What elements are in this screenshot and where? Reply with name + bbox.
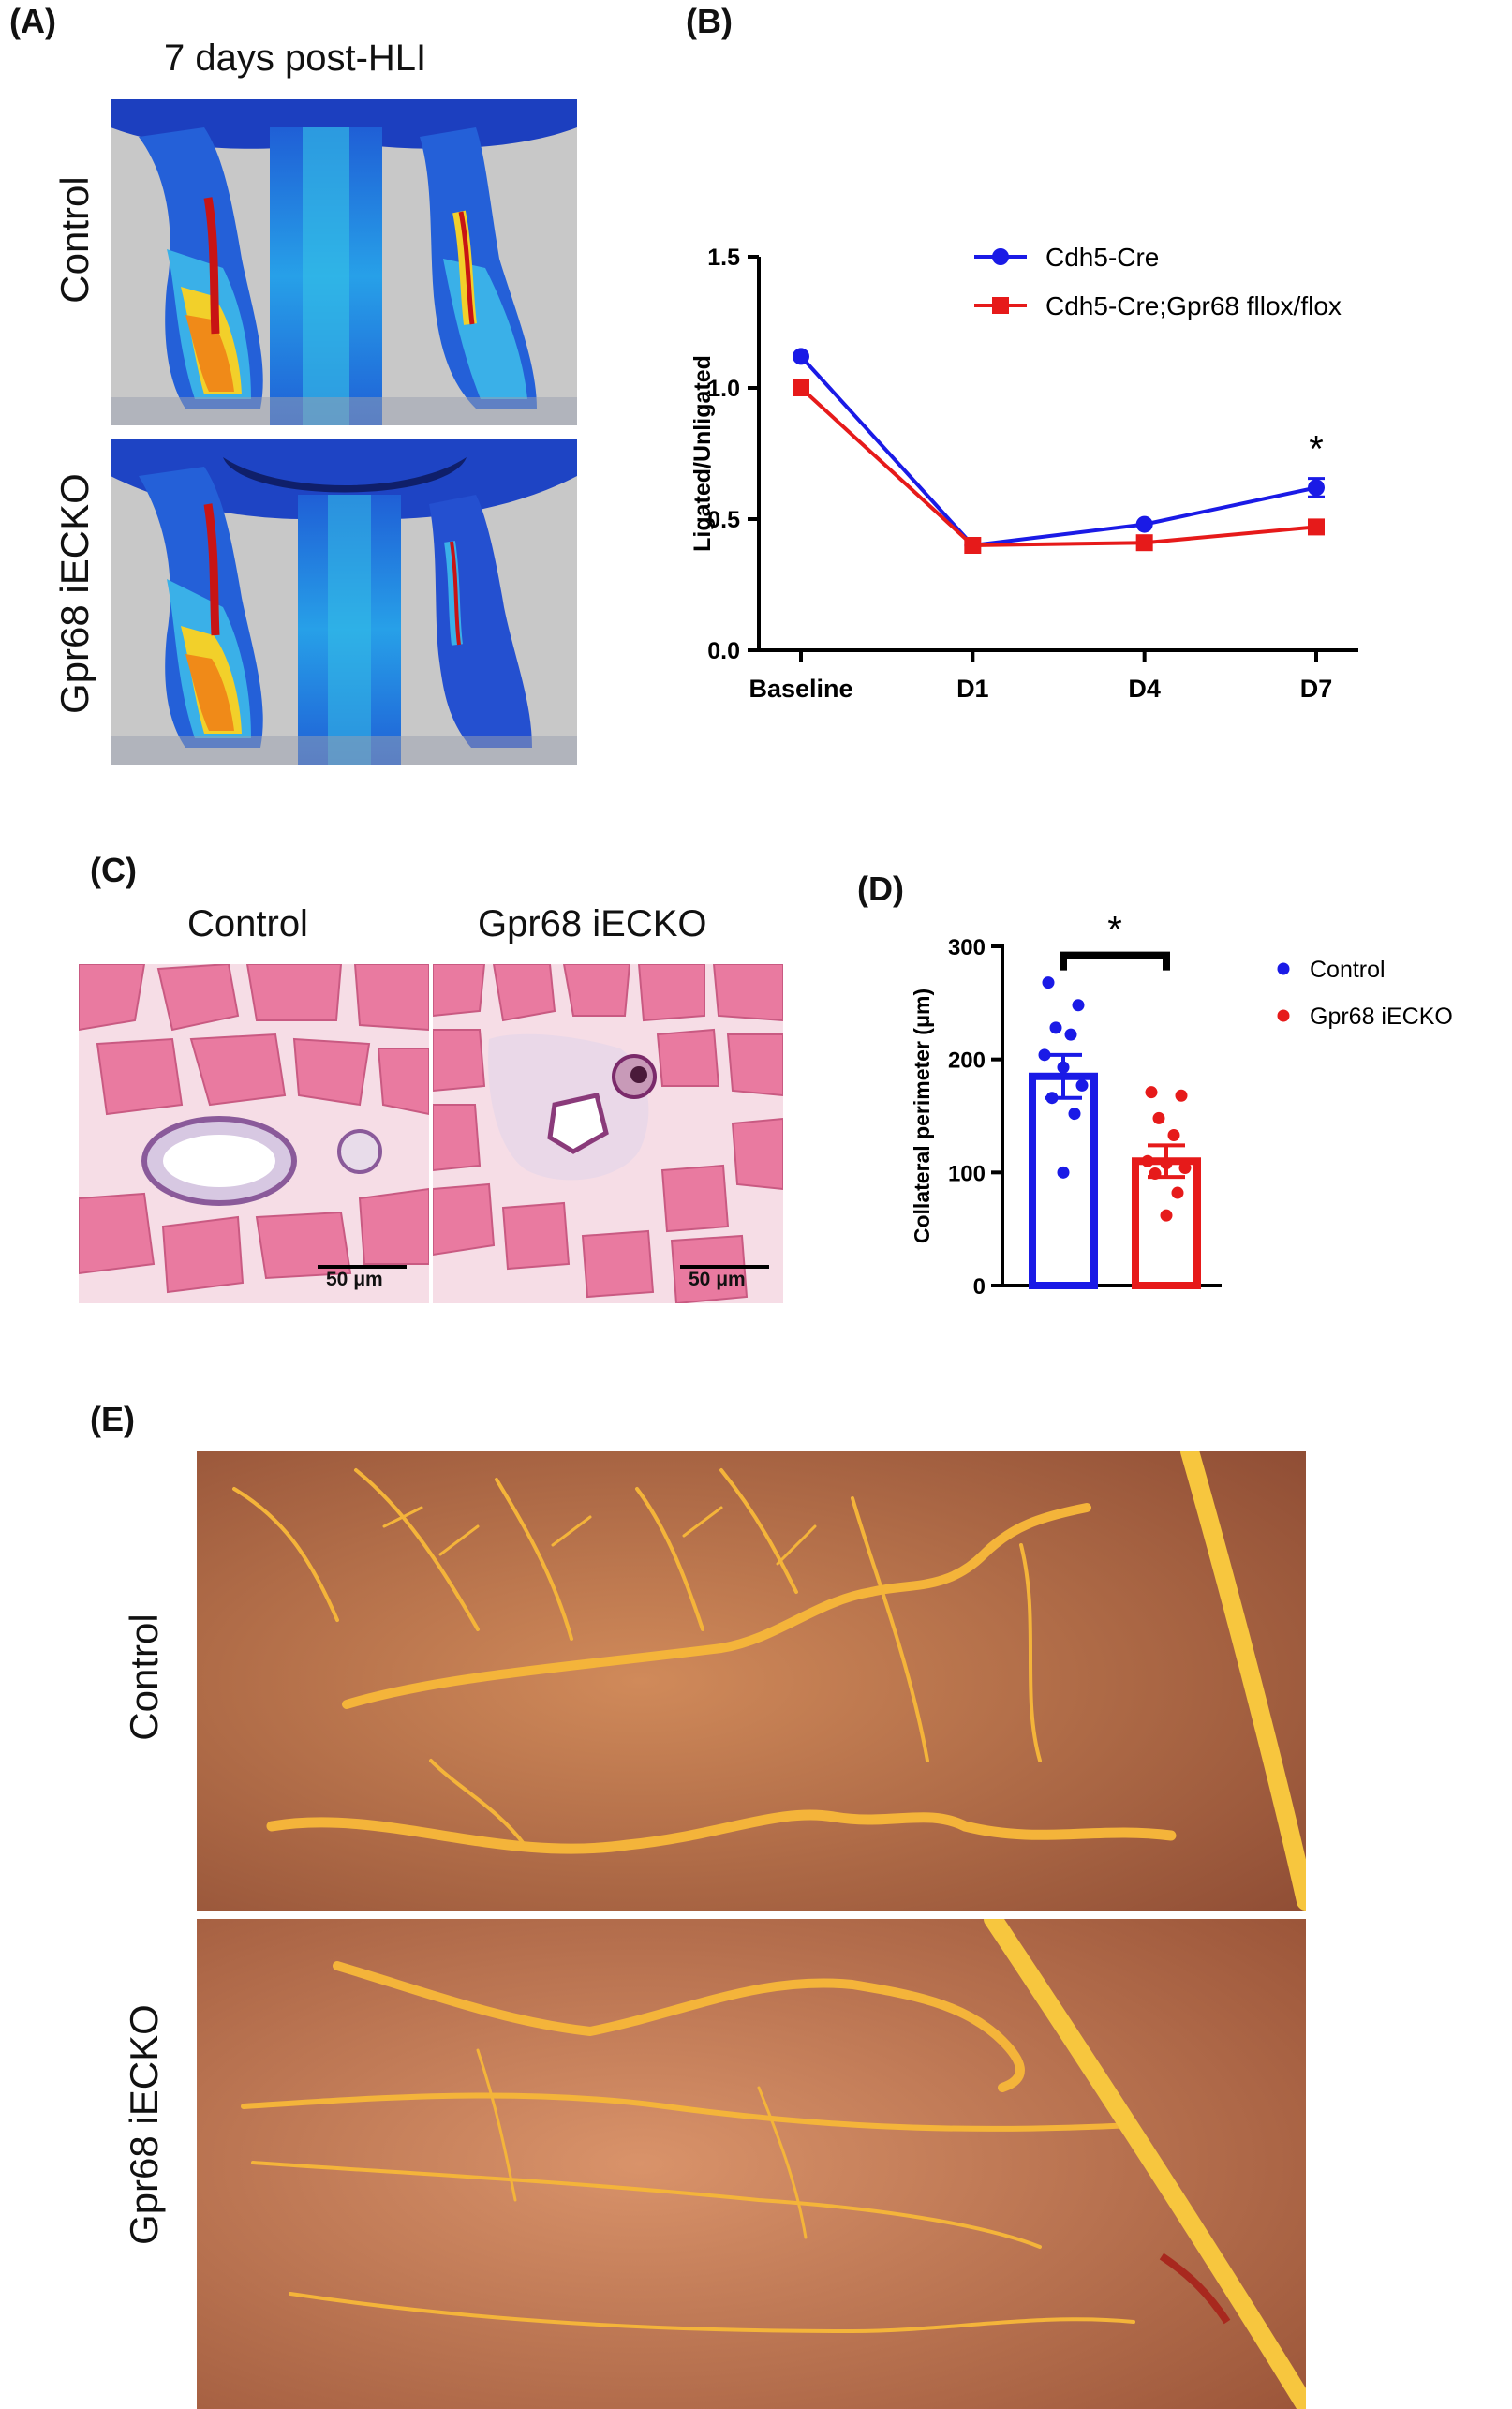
panel-c-col-label-control: Control <box>187 903 308 944</box>
scale-bar-control <box>318 1265 407 1269</box>
data-point-1 <box>1064 1028 1077 1041</box>
data-point-1 <box>1042 976 1055 989</box>
data-point-2 <box>1167 1129 1180 1142</box>
y-tick-label: 1.5 <box>707 245 740 271</box>
y-tick-label: 1.0 <box>707 376 740 402</box>
data-point-1 <box>1135 515 1153 533</box>
data-point-2 <box>1141 1154 1154 1167</box>
data-point-1 <box>1075 1078 1089 1092</box>
legend-label-2: Cdh5-Cre;Gpr68 fllox/flox <box>1045 291 1342 320</box>
data-point-2 <box>1171 1186 1184 1199</box>
x-tick-label: D4 <box>1128 675 1161 703</box>
panel-a-label: (A) <box>9 2 56 40</box>
data-point-1 <box>1038 1048 1051 1062</box>
y-tick-label: 0 <box>973 1274 986 1300</box>
panel-e-label: (E) <box>90 1400 135 1438</box>
panel-a-row-label-control: Control <box>52 176 96 304</box>
histology-image-iecko <box>433 964 783 1303</box>
line-chart: 0.0 0.5 1.0 1.5 Baseline D1 D4 D7 Ligated/Unliga… <box>689 243 1358 703</box>
y-tick-label: 100 <box>948 1161 986 1186</box>
data-point-2 <box>1135 534 1153 552</box>
panel-a-title: 7 days post-HLI <box>164 37 427 79</box>
data-point-1 <box>1045 1092 1059 1105</box>
y-axis-label: Collateral perimeter (μm) <box>910 989 934 1243</box>
series-line-2 <box>799 386 1317 548</box>
significance-marker: * <box>1107 910 1122 951</box>
y-axis-label: Ligated/Unligated <box>689 355 716 552</box>
y-tick-label: 0.0 <box>707 638 740 664</box>
legend-marker-2 <box>1277 1009 1290 1022</box>
panel-c-col-label-iecko: Gpr68 iECKO <box>478 903 707 944</box>
data-point-2 <box>1178 1162 1192 1175</box>
data-point-2 <box>1145 1086 1158 1099</box>
significance-marker: * <box>1309 429 1324 470</box>
panel-c-label: (C) <box>90 851 137 889</box>
vessel-image-control <box>197 1451 1306 1911</box>
legend-label-1: Cdh5-Cre <box>1045 243 1159 272</box>
data-point-1 <box>1057 1061 1070 1074</box>
data-point-2 <box>1160 1209 1173 1222</box>
y-tick-label: 0.5 <box>707 507 740 533</box>
panel-e-row-label-iecko: Gpr68 iECKO <box>122 2004 166 2245</box>
data-point-1 <box>1057 1166 1070 1179</box>
y-tick-label: 300 <box>948 935 986 960</box>
data-point-1 <box>793 348 809 365</box>
data-point-2 <box>793 379 809 396</box>
data-point-2 <box>1160 1157 1173 1170</box>
series-line-1 <box>799 355 1317 548</box>
scale-bar-iecko <box>680 1265 769 1269</box>
legend-marker-2 <box>992 297 1009 314</box>
y-tick-label: 200 <box>948 1048 986 1074</box>
significance-bracket <box>1060 951 1170 971</box>
data-point-2 <box>1149 1167 1162 1181</box>
scale-bar-label-control: 50 μm <box>326 1269 383 1290</box>
bar-2 <box>1132 1157 1201 1289</box>
x-tick-label: D1 <box>956 675 989 703</box>
legend-label-2: Gpr68 iECKO <box>1310 1004 1453 1030</box>
panel-d-label: (D) <box>857 870 904 908</box>
perfusion-image-iecko <box>111 439 577 765</box>
data-point-1 <box>1308 479 1325 497</box>
panel-e-row-label-control: Control <box>122 1613 166 1741</box>
data-point-2 <box>1152 1111 1165 1124</box>
x-tick-label: D7 <box>1300 675 1333 703</box>
x-tick-label: Baseline <box>749 675 852 703</box>
scale-bar-label-iecko: 50 μm <box>689 1269 746 1290</box>
data-point-1 <box>1049 1021 1062 1034</box>
data-point-2 <box>1175 1089 1188 1102</box>
legend-marker-1 <box>1277 962 1290 975</box>
perfusion-image-control <box>111 99 577 425</box>
vessel-image-iecko <box>197 1919 1306 2409</box>
data-point-1 <box>1068 1108 1081 1121</box>
panel-a-row-label-iecko: Gpr68 iECKO <box>52 473 96 714</box>
histology-image-control <box>79 964 429 1303</box>
data-point-2 <box>964 537 982 554</box>
data-point-2 <box>1308 518 1325 536</box>
legend-label-1: Control <box>1310 957 1386 983</box>
data-point-1 <box>1072 999 1085 1012</box>
bar-chart: 0 100 200 300 Collateral perimeter (μm) * Cont… <box>910 910 1453 1300</box>
panel-b-label: (B) <box>686 2 733 40</box>
bar-1 <box>1029 1072 1098 1289</box>
legend-marker-1 <box>992 248 1009 265</box>
